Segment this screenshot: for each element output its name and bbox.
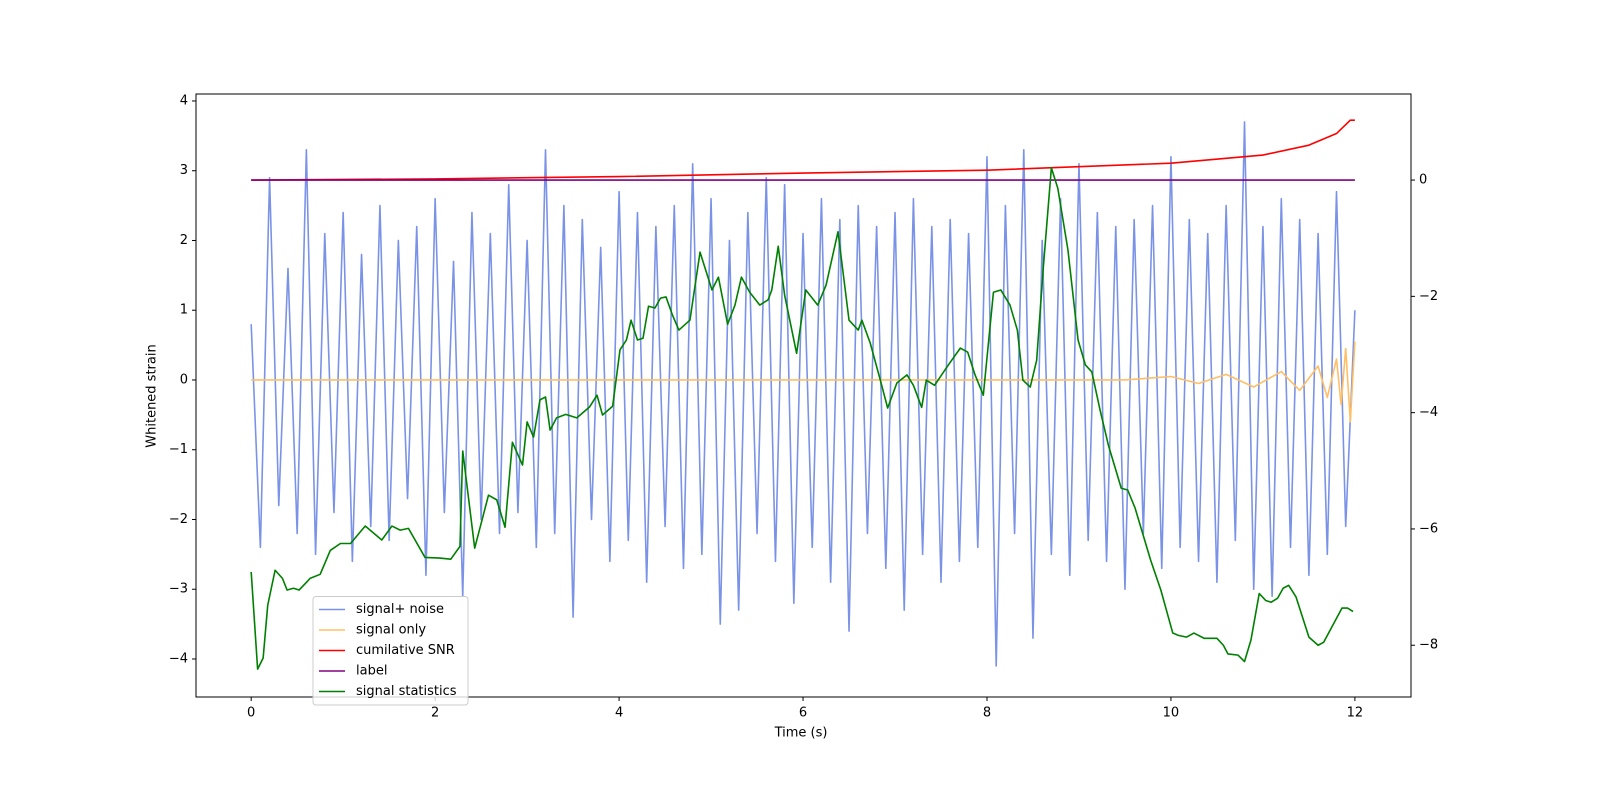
y2-tick-label: −8	[1419, 638, 1438, 653]
y2-tick-label: −4	[1419, 405, 1438, 420]
series-line	[250, 167, 1354, 670]
legend-label: signal+ noise	[356, 602, 444, 617]
y-tick-label: −3	[169, 582, 188, 597]
x-tick-label: 12	[1347, 706, 1364, 721]
y2-tick-label: −6	[1419, 521, 1438, 536]
legend-label: signal only	[356, 623, 426, 638]
legend-label: label	[356, 664, 387, 679]
x-axis-label: Time (s)	[774, 726, 828, 741]
y2-tick-label: −2	[1419, 289, 1438, 304]
plot-frame	[195, 93, 1412, 698]
y-tick-label: 4	[180, 93, 188, 108]
y-tick-label: −4	[169, 651, 188, 666]
legend-label: signal statistics	[356, 684, 457, 699]
y-axis-label: Whitened strain	[145, 344, 160, 447]
x-tick-label: 6	[799, 706, 807, 721]
y-tick-label: −2	[169, 512, 188, 527]
y-tick-label: 1	[180, 303, 188, 318]
series-line	[250, 121, 1356, 667]
y-tick-label: 0	[180, 372, 188, 387]
x-tick-label: 10	[1163, 706, 1180, 721]
legend-box	[312, 596, 469, 706]
legend-label: cumilative SNR	[356, 643, 455, 658]
x-tick-label: 2	[431, 706, 439, 721]
x-tick-label: 8	[983, 706, 991, 721]
legend: signal+ noise signal only cumilative SNR la…	[312, 596, 469, 706]
series-line	[251, 341, 1356, 423]
y2-tick-label: 0	[1419, 173, 1427, 188]
x-tick-label: 0	[247, 706, 255, 721]
x-tick-label: 4	[615, 706, 623, 721]
y-tick-label: −1	[169, 442, 188, 457]
y-tick-label: 2	[180, 233, 188, 248]
y-tick-label: 3	[180, 163, 188, 178]
series-line	[251, 119, 1355, 181]
